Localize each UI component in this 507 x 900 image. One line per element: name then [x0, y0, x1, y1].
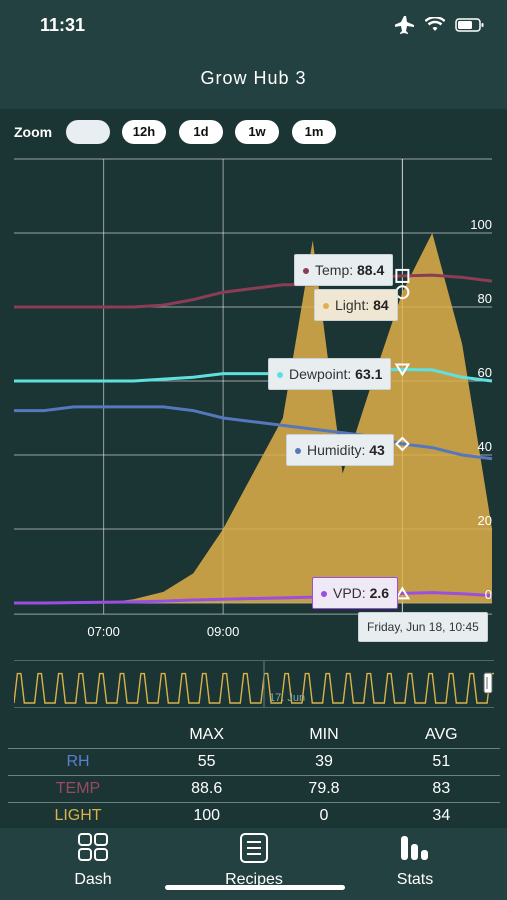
humidity-tooltip-label: Humidity:	[307, 442, 366, 458]
stats-value: 83	[432, 780, 451, 797]
stats-header-avg: AVG	[425, 726, 458, 743]
humidity-marker	[394, 436, 410, 452]
humidity-tooltip: Humidity: 43	[286, 434, 394, 466]
stats-value: 79.8	[308, 780, 340, 797]
vpd-series-line	[14, 591, 493, 605]
stats-header-row: MAX MIN AVG	[8, 722, 500, 749]
dewpoint-tooltip-value: 63.1	[355, 366, 383, 382]
grid-icon	[78, 833, 108, 861]
light-tooltip-value: 84	[373, 297, 389, 313]
zoom-1m-button[interactable]: 1m	[292, 120, 336, 144]
humidity-series-line	[14, 405, 493, 461]
zoom-6h-button[interactable]: 6h	[66, 120, 110, 144]
humidity-dot-icon	[295, 448, 301, 455]
navigator-svg[interactable]: 17. Jun	[13, 661, 494, 707]
y-tick-label: 40	[478, 439, 492, 454]
zoom-1d-button[interactable]: 1d	[179, 120, 223, 144]
stats-label-light: LIGHT	[54, 807, 102, 824]
navigator-handle[interactable]	[483, 672, 493, 694]
home-indicator	[165, 885, 345, 890]
dewpoint-marker	[394, 363, 411, 377]
chart-svg[interactable]: 0 20 40 60 80 100 07:00 09:00	[0, 150, 507, 650]
zoom-selector: Zoom 6h 12h 1d 1w 1m	[0, 118, 507, 146]
y-tick-label: 80	[478, 291, 492, 306]
vpd-tooltip: VPD: 2.6	[312, 577, 399, 609]
page-title: Grow Hub 3	[200, 68, 307, 88]
stats-row-temp: TEMP 88.6 79.8 83	[8, 776, 500, 803]
stats-header-max: MAX	[189, 726, 224, 743]
vpd-dot-icon	[321, 591, 327, 598]
temp-tooltip-label: Temp:	[315, 262, 354, 278]
status-icons	[395, 16, 485, 34]
chart-navigator[interactable]: 17. Jun	[13, 660, 494, 708]
light-dot-icon	[323, 303, 329, 310]
y-tick-label: 0	[485, 587, 492, 602]
navigator-light-line	[13, 672, 494, 704]
zoom-12h-button[interactable]: 12h	[122, 120, 166, 144]
temp-dot-icon	[303, 268, 309, 275]
stats-value: 88.6	[191, 780, 223, 797]
temp-tooltip-value: 88.4	[357, 262, 385, 278]
temp-series-line	[14, 273, 493, 309]
stats-value: 51	[432, 753, 451, 770]
vpd-tooltip-value: 2.6	[369, 585, 390, 601]
status-bar: 11:31	[0, 0, 507, 52]
status-time: 11:31	[40, 15, 86, 35]
zoom-label: Zoom	[14, 124, 53, 140]
x-tick-label: 09:00	[207, 624, 240, 639]
y-tick-label: 20	[478, 513, 492, 528]
tab-dash[interactable]: Dash	[8, 832, 178, 889]
stats-header-min: MIN	[309, 726, 339, 743]
stats-row-light: LIGHT 100 0 34	[8, 803, 500, 830]
humidity-tooltip-value: 43	[369, 442, 385, 458]
stats-value: 0	[319, 807, 329, 824]
light-tooltip: Light: 84	[314, 289, 398, 321]
tab-bar: Dash Recipes Stats	[0, 828, 507, 900]
y-tick-label: 60	[478, 365, 492, 380]
x-tick-label: 07:00	[87, 624, 120, 639]
zoom-1w-button[interactable]: 1w	[235, 120, 279, 144]
tab-recipes[interactable]: Recipes	[169, 832, 339, 889]
wifi-icon	[425, 17, 445, 31]
stats-table: MAX MIN AVG RH 55 39 51 TEMP 88.6 79.8 8…	[8, 722, 500, 830]
tab-stats[interactable]: Stats	[330, 832, 500, 889]
light-series-area	[14, 233, 492, 603]
vpd-marker	[394, 586, 411, 600]
dewpoint-tooltip-label: Dewpoint:	[289, 366, 352, 382]
stats-label-temp: TEMP	[55, 780, 101, 797]
stats-value: 39	[315, 753, 333, 770]
app-header: Grow Hub 3	[0, 52, 507, 109]
dewpoint-series-line	[14, 368, 493, 383]
list-icon	[240, 833, 268, 863]
sensor-chart[interactable]: 0 20 40 60 80 100 07:00 09:00 Temp: 88.4 Light…	[0, 150, 507, 650]
stats-value: 55	[197, 753, 216, 770]
tab-stats-label: Stats	[396, 871, 434, 888]
airplane-icon	[395, 16, 414, 34]
vpd-tooltip-label: VPD:	[333, 585, 366, 601]
stats-value: 34	[432, 807, 451, 824]
dewpoint-dot-icon	[277, 372, 283, 379]
dewpoint-tooltip: Dewpoint: 63.1	[268, 358, 392, 390]
stats-value: 100	[193, 807, 221, 824]
y-tick-label: 100	[470, 217, 492, 232]
temp-marker	[395, 268, 410, 283]
stats-label-rh: RH	[66, 753, 90, 770]
tab-recipes-label: Recipes	[225, 871, 283, 888]
navigator-date-label: 17. Jun	[269, 692, 305, 704]
battery-icon	[455, 18, 484, 32]
bars-icon	[401, 836, 428, 860]
time-tooltip: Friday, Jun 18, 10:45	[358, 612, 488, 642]
tab-dash-label: Dash	[74, 871, 112, 888]
light-tooltip-label: Light:	[335, 297, 370, 313]
stats-row-rh: RH 55 39 51	[8, 749, 500, 776]
temp-tooltip: Temp: 88.4	[294, 254, 394, 286]
